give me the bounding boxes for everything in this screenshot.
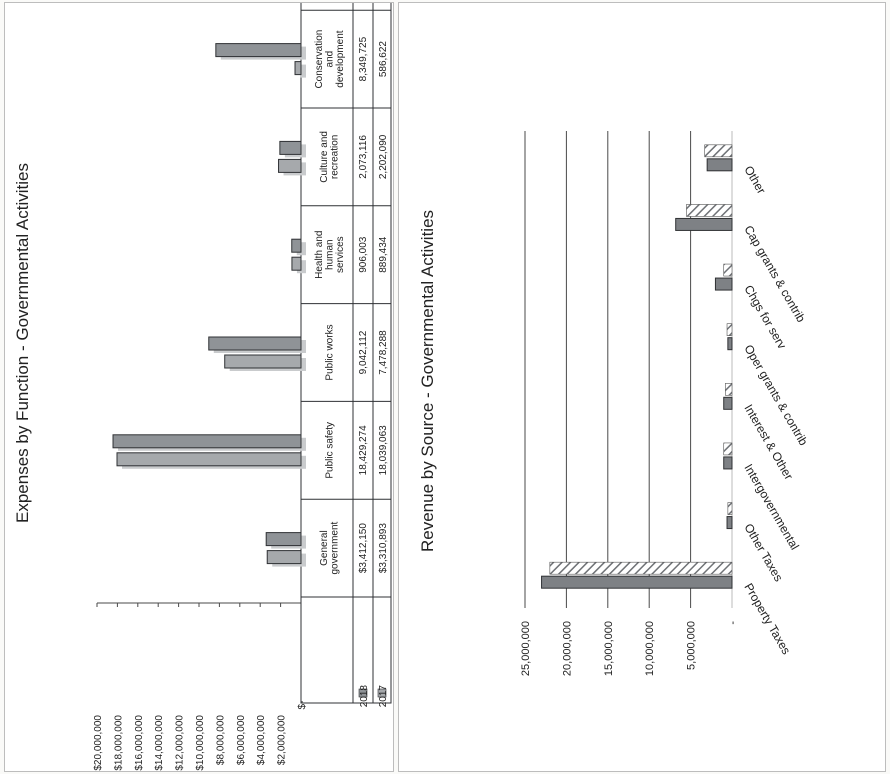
bar-solid: [706, 158, 733, 172]
legend-label-2017: 2017: [378, 685, 389, 708]
category-label: recreation: [330, 135, 341, 179]
category-label: and: [324, 51, 335, 68]
bar-2017: [266, 550, 302, 565]
data-table-value: 9,042,112: [358, 330, 369, 374]
y-tick-label: 15,000,000: [603, 621, 615, 676]
y-tick-label: 20,000,000: [561, 621, 573, 676]
bar-hatched: [704, 144, 733, 158]
category-label: General: [319, 530, 330, 566]
data-table-value: 2,073,116: [358, 135, 369, 179]
y-tick-label: $20,000,000: [93, 715, 104, 771]
bar-hatched: [726, 323, 733, 336]
bar-hatched: [549, 561, 733, 575]
bar-shadow: [300, 64, 306, 78]
expenses-chart-panel: Expenses by Function - Governmental Acti…: [4, 0, 394, 772]
bar-2017: [224, 354, 302, 369]
bar-solid: [723, 396, 733, 410]
category-label: Public works: [324, 324, 335, 380]
y-tick-label: $12,000,000: [175, 715, 186, 771]
bar-hatched: [725, 383, 733, 396]
category-label: human: [324, 239, 335, 270]
bar-hatched: [727, 502, 733, 515]
data-table-value: 8,349,725: [358, 36, 369, 81]
y-tick-label: $6,000,000: [236, 715, 247, 765]
bar-2018: [291, 238, 302, 253]
category-label: Cap grants & contrib: [741, 223, 808, 325]
y-tick-label: $4,000,000: [256, 715, 267, 765]
data-table-value: $3,412,150: [358, 523, 369, 573]
bar-2017: [116, 452, 302, 467]
bar-solid: [675, 217, 733, 231]
bar-solid: [541, 575, 733, 589]
data-table-value: 586,622: [378, 41, 389, 78]
bar-solid: [727, 337, 733, 351]
bar-solid: [723, 456, 733, 470]
y-tick-label: 10,000,000: [644, 621, 656, 676]
bar-solid: [714, 277, 733, 291]
chart-title: Expenses by Function - Governmental Acti…: [13, 163, 32, 523]
category-label: Other: [741, 163, 768, 196]
y-tick-label: 5,000,000: [686, 621, 698, 670]
y-tick-label: $8,000,000: [215, 715, 226, 765]
y-tick-label: $16,000,000: [134, 715, 145, 771]
y-tick-label: $10,000,000: [195, 715, 206, 771]
y-tick-label: $14,000,000: [154, 715, 165, 771]
category-label: Health and: [314, 231, 325, 279]
bar-2017: [294, 61, 302, 76]
bar-hatched: [686, 204, 733, 217]
category-label: services: [335, 236, 346, 273]
y-tick-label: 25,000,000: [520, 621, 532, 676]
bar-solid: [726, 516, 733, 530]
revenue-chart-panel: Revenue by Source - Governmental Activit…: [398, 2, 886, 772]
bar-hatched: [723, 263, 733, 277]
data-table-value: 18,429,274: [358, 425, 369, 475]
category-label: Public safety: [324, 422, 335, 479]
bar-hatched: [723, 442, 733, 456]
bar-2018: [215, 43, 302, 58]
data-table-value: 7,478,288: [378, 330, 389, 375]
bar-2017: [278, 158, 302, 173]
chart-title: Revenue by Source - Governmental Activit…: [418, 210, 437, 552]
category-label: Conservation: [314, 30, 325, 89]
data-table-value: 18,039,063: [378, 425, 389, 475]
category-label: government: [330, 521, 341, 574]
data-table-value: 906,003: [358, 236, 369, 273]
category-label: development: [335, 30, 346, 87]
data-table-frame: [300, 0, 392, 704]
bar-2018: [112, 434, 302, 449]
bar-2018: [208, 336, 302, 351]
revenue-chart: Revenue by Source - Governmental Activit…: [418, 131, 811, 676]
expenses-chart: Expenses by Function - Governmental Acti…: [13, 0, 392, 771]
legend-swatch-2017: [377, 688, 387, 698]
category-label: Property Taxes: [741, 581, 793, 657]
bar-2018: [279, 140, 302, 155]
legend-swatch-2018: [358, 688, 368, 698]
y-tick-label: -: [727, 621, 739, 625]
y-tick-label: $-: [297, 701, 308, 710]
category-label: Culture and: [319, 131, 330, 183]
y-tick-label: $18,000,000: [113, 715, 124, 771]
bar-2017: [291, 256, 302, 271]
data-table-value: 889,434: [378, 236, 389, 273]
bar-2018: [265, 532, 302, 547]
data-table-value: 2,202,090: [378, 134, 389, 179]
legend-label-2018: 2018: [359, 685, 370, 708]
y-tick-label: $2,000,000: [277, 715, 288, 765]
data-table-value: $3,310,893: [378, 523, 389, 573]
category-label: Oper grants & contrib: [741, 342, 810, 448]
